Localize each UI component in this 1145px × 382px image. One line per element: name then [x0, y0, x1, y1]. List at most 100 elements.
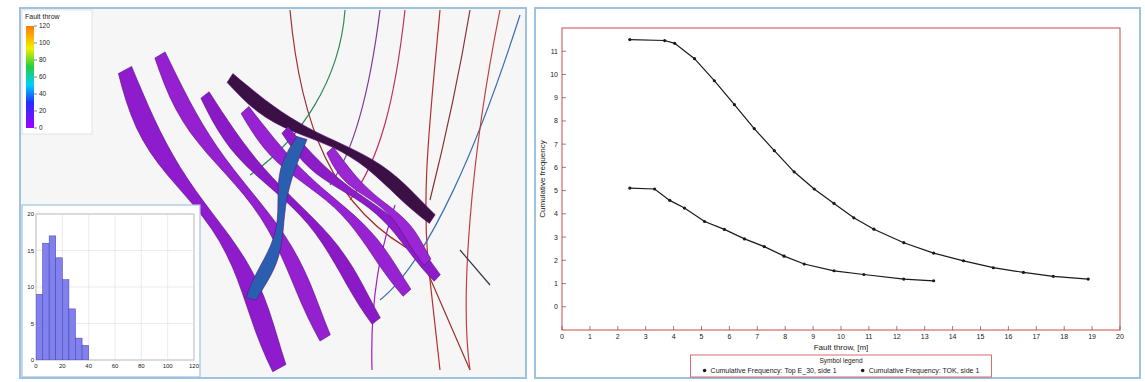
data-point — [793, 170, 796, 173]
tick-label: 0 — [560, 333, 564, 340]
tick-mark — [562, 97, 566, 98]
colorbar — [26, 26, 34, 128]
tick-mark — [562, 260, 566, 261]
tick-label: 3 — [554, 234, 558, 241]
tick-label: 8 — [783, 333, 787, 340]
tick-mark — [1008, 326, 1009, 330]
tick-label: 6 — [554, 164, 558, 171]
plot-frame — [562, 28, 1120, 330]
tick-mark — [562, 190, 566, 191]
tick-mark — [1036, 326, 1037, 330]
histogram-bar — [36, 294, 43, 360]
histogram-bars — [36, 236, 89, 360]
histogram-bar — [43, 243, 50, 360]
data-point — [668, 199, 671, 202]
tick-label: 2 — [616, 333, 620, 340]
tick-label: 9 — [811, 333, 815, 340]
tick-label: 10 — [27, 284, 34, 290]
tick-mark — [1120, 326, 1121, 330]
tick-label: 7 — [554, 141, 558, 148]
grid-line — [36, 250, 194, 251]
well-path — [460, 250, 490, 285]
tick-label: 10 — [837, 333, 845, 340]
tick-label: 3 — [644, 333, 648, 340]
data-point — [653, 187, 656, 190]
tick-mark — [645, 326, 646, 330]
histogram-bar — [82, 345, 89, 360]
histogram-bar — [62, 280, 69, 360]
data-point — [763, 245, 766, 248]
well-path — [380, 15, 520, 300]
tick-label: 6 — [727, 333, 731, 340]
fault-surface — [282, 127, 440, 282]
data-point — [1087, 278, 1090, 281]
tick-label: 9 — [554, 94, 558, 101]
series-line — [630, 40, 1088, 280]
colorbar-tick — [34, 111, 37, 112]
colorbar-label: 0 — [39, 124, 43, 131]
tick-label: 15 — [27, 248, 34, 254]
tick-mark — [924, 326, 925, 330]
data-point — [832, 202, 835, 205]
tick-label: 14 — [949, 333, 957, 340]
tick-label: 120 — [189, 363, 200, 369]
tick-label: 19 — [1088, 333, 1096, 340]
legend-box — [691, 355, 992, 377]
tick-mark — [868, 326, 869, 330]
data-point — [872, 228, 875, 231]
tick-label: 1 — [554, 280, 558, 287]
tick-label: 5 — [554, 187, 558, 194]
histogram-bar — [69, 309, 76, 360]
tick-mark — [562, 144, 566, 145]
tick-label: 0 — [34, 363, 38, 369]
tick-label: 12 — [893, 333, 901, 340]
tick-mark — [896, 326, 897, 330]
tick-label: 60 — [112, 363, 119, 369]
tick-label: 11 — [865, 333, 872, 340]
tick-mark — [562, 167, 566, 168]
fault-surface — [327, 147, 431, 265]
data-point — [803, 262, 806, 265]
data-point — [782, 255, 785, 258]
colorbar-label: 60 — [39, 73, 47, 80]
colorbar-label: 20 — [39, 107, 47, 114]
histogram-bar — [76, 338, 83, 360]
well-path — [466, 10, 500, 370]
series-line — [630, 188, 934, 281]
tick-label: 16 — [1005, 333, 1013, 340]
data-point — [1052, 275, 1055, 278]
tick-label: 5 — [700, 333, 704, 340]
data-point — [813, 187, 816, 190]
tick-label: 8 — [554, 117, 558, 124]
colorbar-title: Fault throw — [25, 13, 61, 20]
legend-title: Symbol legend — [820, 357, 863, 365]
tick-label: 20 — [59, 363, 66, 369]
data-point — [862, 273, 865, 276]
well-path — [430, 10, 470, 200]
data-point — [683, 206, 686, 209]
fault-surface — [201, 92, 380, 324]
tick-label: 13 — [921, 333, 929, 340]
tick-mark — [841, 326, 842, 330]
colorbar-box — [22, 10, 92, 134]
data-point — [723, 228, 726, 231]
data-point — [932, 279, 935, 282]
colorbar-label: 100 — [39, 39, 50, 46]
tick-mark — [952, 326, 953, 330]
colorbar-tick — [34, 26, 37, 27]
colorbar-label: 80 — [39, 56, 47, 63]
colorbar-label: 40 — [39, 90, 47, 97]
tick-label: 17 — [1032, 333, 1040, 340]
legend-label: Cumulative Frequency: Top E_30, side 1 — [711, 367, 837, 375]
data-point — [852, 216, 855, 219]
data-point — [1022, 271, 1025, 274]
tick-label: 10 — [550, 71, 558, 78]
histogram-plot — [36, 214, 194, 360]
tick-mark — [562, 283, 566, 284]
tick-label: 4 — [554, 210, 558, 217]
data-point — [962, 259, 965, 262]
tick-mark — [617, 326, 618, 330]
tick-mark — [1092, 326, 1093, 330]
tick-label: 80 — [138, 363, 145, 369]
tick-mark — [589, 326, 590, 330]
